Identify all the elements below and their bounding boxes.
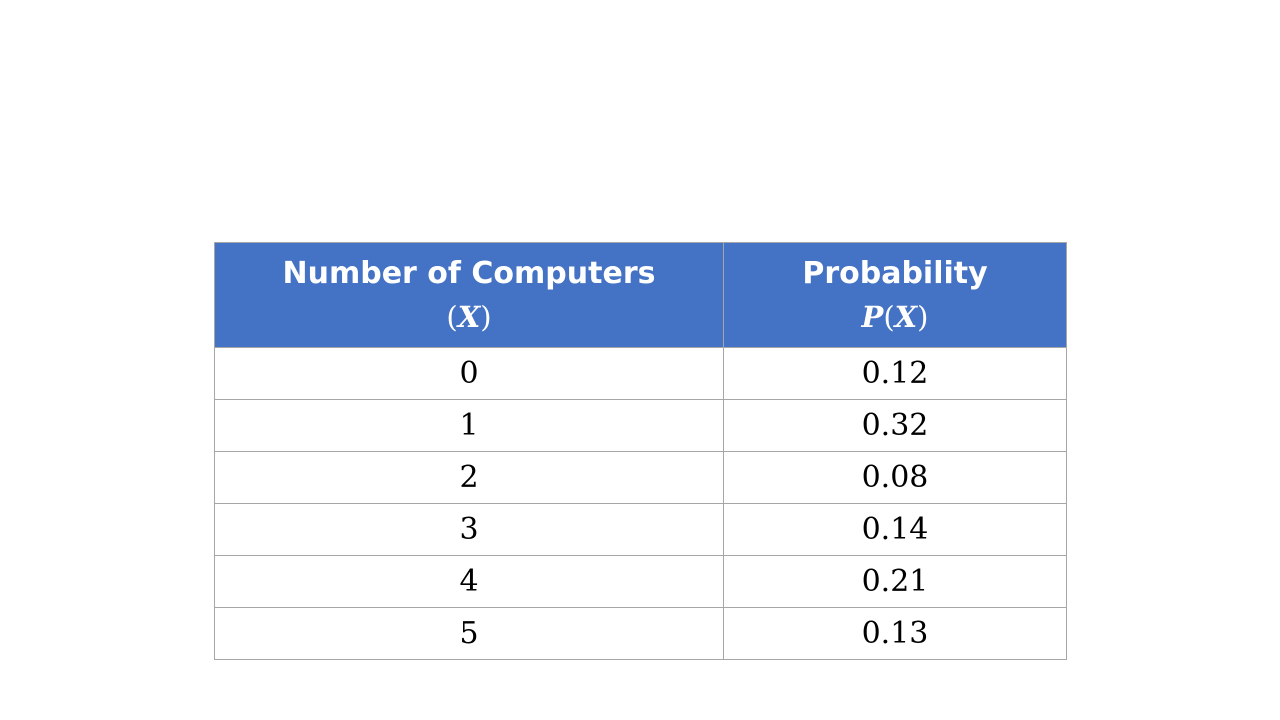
variable-x: X	[894, 299, 918, 334]
variable-x: X	[457, 299, 481, 334]
cell-x: 5	[214, 607, 724, 660]
header-label: Probability	[802, 256, 988, 292]
header-label: Number of Computers	[282, 256, 656, 292]
table-row: 0 0.12	[214, 347, 1067, 400]
cell-probability: 0.32	[723, 399, 1067, 452]
cell-probability: 0.14	[723, 503, 1067, 556]
variable-p: P	[861, 299, 884, 334]
header-symbol: (X)	[215, 296, 723, 338]
paren-open: (	[883, 299, 895, 334]
table-row: 5 0.13	[214, 607, 1067, 660]
table-row: 3 0.14	[214, 503, 1067, 556]
table-row: 1 0.32	[214, 399, 1067, 452]
cell-probability: 0.13	[723, 607, 1067, 660]
paren-close: )	[480, 299, 492, 334]
cell-x: 3	[214, 503, 724, 556]
header-symbol: P(X)	[724, 296, 1066, 338]
table-header-row: Number of Computers (X) Probability P(X)	[214, 242, 1067, 348]
paren-open: (	[446, 299, 458, 334]
paren-close: )	[917, 299, 929, 334]
probability-distribution-table: Number of Computers (X) Probability P(X)…	[214, 242, 1067, 660]
cell-x: 1	[214, 399, 724, 452]
cell-x: 2	[214, 451, 724, 504]
table-row: 2 0.08	[214, 451, 1067, 504]
header-probability: Probability P(X)	[723, 242, 1067, 348]
cell-probability: 0.21	[723, 555, 1067, 608]
cell-probability: 0.08	[723, 451, 1067, 504]
header-number-of-computers: Number of Computers (X)	[214, 242, 724, 348]
cell-x: 0	[214, 347, 724, 400]
cell-x: 4	[214, 555, 724, 608]
cell-probability: 0.12	[723, 347, 1067, 400]
table-row: 4 0.21	[214, 555, 1067, 608]
